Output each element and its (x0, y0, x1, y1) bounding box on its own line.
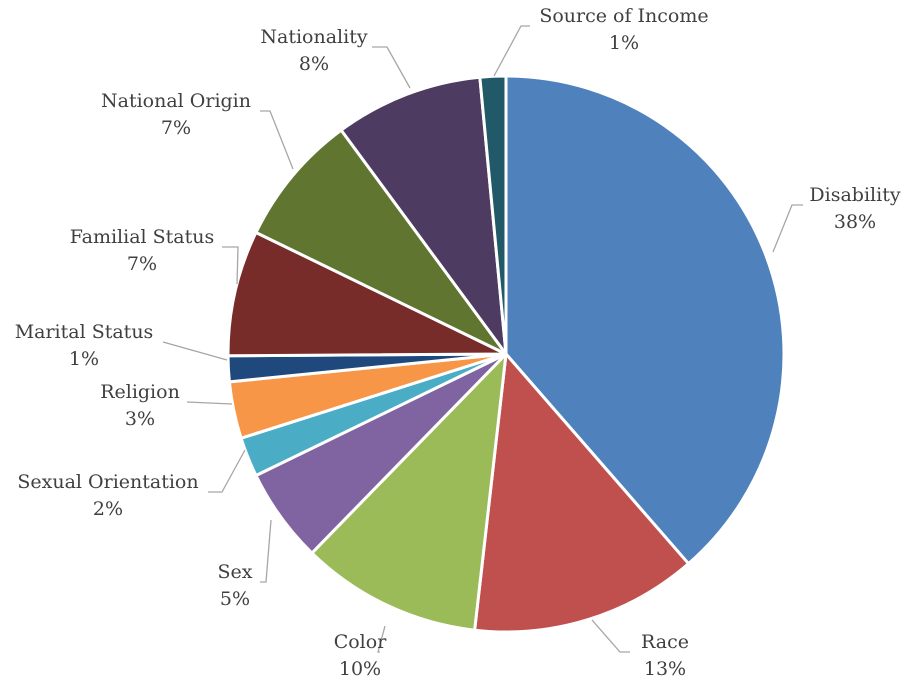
slice-label-color: Color (334, 631, 387, 653)
pie-slice-race (473, 352, 691, 634)
leader-line-national-origin (260, 110, 294, 170)
leader-line-marital-status (162, 341, 228, 361)
leader-line-religion (186, 401, 233, 405)
leader-line-familial-status (222, 246, 239, 285)
slice-percent-marital-status: 1% (69, 348, 99, 370)
slice-label-sexual-orientation: Sexual Orientation (17, 471, 198, 493)
slice-label-nationality: Nationality (260, 26, 367, 48)
slice-label-national-origin: National Origin (101, 90, 251, 112)
leader-line-disability (772, 204, 803, 253)
slice-label-marital-status: Marital Status (15, 321, 154, 343)
slice-label-familial-status: Familial Status (70, 226, 215, 248)
slice-percent-disability: 38% (834, 211, 876, 233)
slice-label-disability: Disability (809, 184, 900, 206)
leader-line-color (377, 625, 386, 653)
slice-label-source-of-income: Source of Income (539, 5, 708, 27)
slice-labels: Disability 38% Race 13% Color 10% Sex 5% Sexual … (15, 5, 901, 680)
slice-percent-nationality: 8% (299, 53, 329, 75)
pie-slice-disability (504, 74, 786, 566)
pie-slice-familial-status (226, 230, 508, 358)
leader-line-nationality (372, 46, 411, 89)
pie-slice-source-of-income (478, 74, 508, 356)
slice-label-race: Race (641, 631, 689, 653)
leader-line-race (591, 619, 630, 653)
pie-slice-color (310, 352, 508, 632)
slice-label-sex: Sex (218, 561, 253, 583)
slice-percent-sex: 5% (220, 588, 250, 610)
slice-label-religion: Religion (100, 381, 180, 403)
pie-slices (226, 74, 786, 634)
slice-percent-color: 10% (339, 658, 381, 680)
leader-line-sexual-orientation (208, 449, 246, 493)
leader-lines (162, 25, 803, 653)
slice-percent-national-origin: 7% (161, 117, 191, 139)
slice-percent-religion: 3% (125, 408, 155, 430)
slice-percent-source-of-income: 1% (609, 32, 639, 54)
pie-slice-national-origin (254, 128, 508, 356)
pie-slice-nationality (339, 75, 508, 356)
leader-line-source-of-income (493, 25, 530, 77)
slice-percent-sexual-orientation: 2% (93, 498, 123, 520)
slice-percent-familial-status: 7% (127, 253, 157, 275)
slice-percent-race: 13% (644, 658, 686, 680)
leader-line-sex (260, 519, 272, 583)
